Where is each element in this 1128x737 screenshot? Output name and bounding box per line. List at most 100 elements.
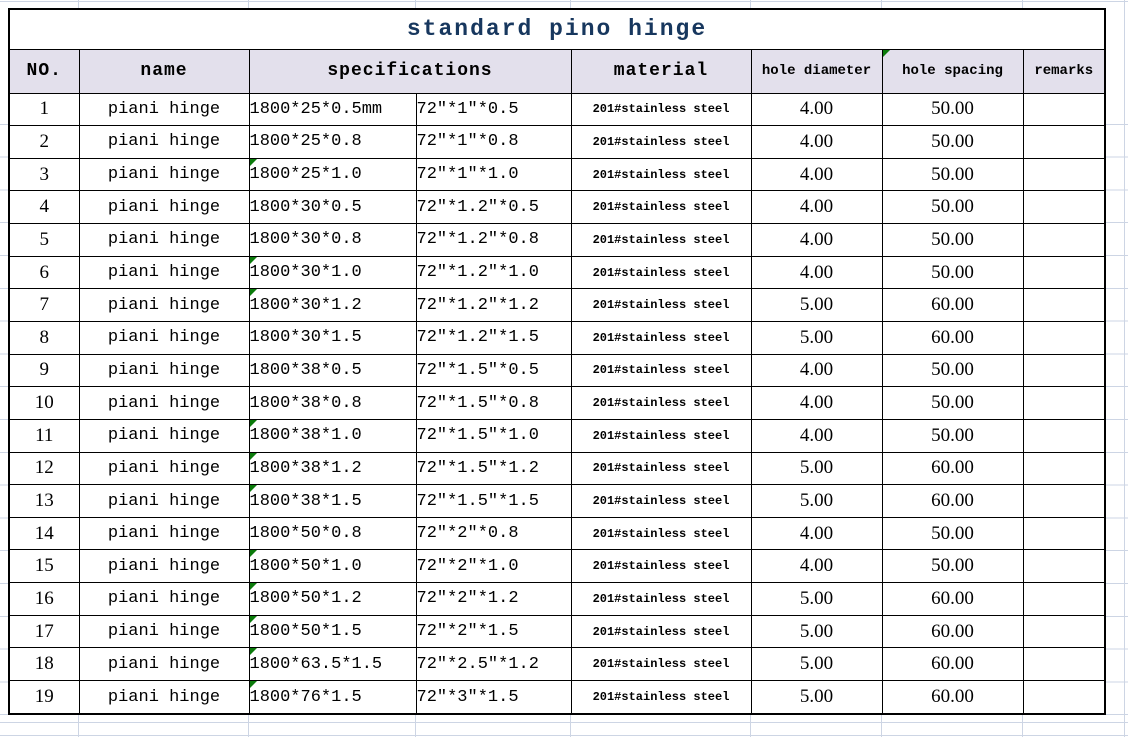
cell-hole-diameter[interactable]: 4.00: [750, 125, 883, 159]
cell-hole-spacing[interactable]: 50.00: [881, 190, 1024, 225]
cell-spec-imperial[interactable]: 72″*1″*1.0: [415, 157, 572, 192]
cell-name[interactable]: piani hinge: [78, 451, 250, 486]
cell-spec-imperial[interactable]: 72″*2″*1.2: [415, 582, 572, 616]
cell-material[interactable]: 201#stainless steel: [570, 223, 752, 257]
cell-remarks[interactable]: [1022, 516, 1106, 551]
cell-spec-metric[interactable]: 1800*30*0.5: [248, 190, 417, 225]
cell-hole-spacing[interactable]: 60.00: [881, 614, 1024, 649]
cell-name[interactable]: piani hinge: [78, 353, 250, 388]
cell-spec-imperial[interactable]: 72″*1.5″*1.2: [415, 451, 572, 486]
cell-hole-spacing[interactable]: 60.00: [881, 582, 1024, 616]
cell-hole-spacing[interactable]: 50.00: [881, 223, 1024, 257]
cell-hole-spacing[interactable]: 50.00: [881, 549, 1024, 584]
cell-spec-metric[interactable]: 1800*38*1.0: [248, 418, 417, 453]
cell-hole-spacing[interactable]: 60.00: [881, 320, 1024, 355]
cell-spec-imperial[interactable]: 72″*1.5″*0.8: [415, 386, 572, 420]
cell-no[interactable]: 15: [8, 549, 80, 584]
cell-hole-spacing[interactable]: 50.00: [881, 255, 1024, 290]
cell-hole-spacing[interactable]: 60.00: [881, 484, 1024, 518]
cell-spec-metric[interactable]: 1800*38*1.5: [248, 484, 417, 518]
cell-name[interactable]: piani hinge: [78, 255, 250, 290]
cell-name[interactable]: piani hinge: [78, 320, 250, 355]
cell-spec-metric[interactable]: 1800*50*1.2: [248, 582, 417, 616]
cell-spec-metric[interactable]: 1800*50*1.5: [248, 614, 417, 649]
cell-remarks[interactable]: [1022, 125, 1106, 159]
cell-hole-diameter[interactable]: 4.00: [750, 92, 883, 127]
cell-remarks[interactable]: [1022, 484, 1106, 518]
header-remarks[interactable]: remarks: [1022, 48, 1106, 94]
cell-hole-diameter[interactable]: 4.00: [750, 549, 883, 584]
cell-hole-diameter[interactable]: 4.00: [750, 353, 883, 388]
cell-hole-diameter[interactable]: 4.00: [750, 516, 883, 551]
cell-material[interactable]: 201#stainless steel: [570, 451, 752, 486]
cell-spec-imperial[interactable]: 72″*1.2″*1.0: [415, 255, 572, 290]
cell-no[interactable]: 2: [8, 125, 80, 159]
cell-material[interactable]: 201#stainless steel: [570, 516, 752, 551]
cell-material[interactable]: 201#stainless steel: [570, 418, 752, 453]
cell-hole-diameter[interactable]: 5.00: [750, 582, 883, 616]
cell-name[interactable]: piani hinge: [78, 680, 250, 715]
cell-material[interactable]: 201#stainless steel: [570, 647, 752, 682]
cell-hole-spacing[interactable]: 50.00: [881, 418, 1024, 453]
cell-hole-diameter[interactable]: 5.00: [750, 680, 883, 715]
cell-no[interactable]: 5: [8, 223, 80, 257]
cell-hole-diameter[interactable]: 5.00: [750, 647, 883, 682]
cell-spec-imperial[interactable]: 72″*3″*1.5: [415, 680, 572, 715]
cell-remarks[interactable]: [1022, 680, 1106, 715]
cell-spec-metric[interactable]: 1800*30*1.0: [248, 255, 417, 290]
cell-name[interactable]: piani hinge: [78, 386, 250, 420]
cell-hole-spacing[interactable]: 60.00: [881, 288, 1024, 322]
cell-material[interactable]: 201#stainless steel: [570, 353, 752, 388]
cell-name[interactable]: piani hinge: [78, 582, 250, 616]
cell-no[interactable]: 4: [8, 190, 80, 225]
cell-hole-spacing[interactable]: 60.00: [881, 647, 1024, 682]
cell-hole-diameter[interactable]: 4.00: [750, 223, 883, 257]
header-hole-diameter[interactable]: hole diameter: [750, 48, 883, 94]
cell-remarks[interactable]: [1022, 157, 1106, 192]
cell-material[interactable]: 201#stainless steel: [570, 190, 752, 225]
cell-name[interactable]: piani hinge: [78, 92, 250, 127]
cell-spec-imperial[interactable]: 72″*1″*0.5: [415, 92, 572, 127]
cell-spec-imperial[interactable]: 72″*2″*1.5: [415, 614, 572, 649]
cell-material[interactable]: 201#stainless steel: [570, 125, 752, 159]
cell-remarks[interactable]: [1022, 190, 1106, 225]
cell-remarks[interactable]: [1022, 320, 1106, 355]
cell-hole-spacing[interactable]: 50.00: [881, 516, 1024, 551]
cell-material[interactable]: 201#stainless steel: [570, 255, 752, 290]
cell-remarks[interactable]: [1022, 549, 1106, 584]
cell-spec-imperial[interactable]: 72″*1.2″*1.2: [415, 288, 572, 322]
cell-remarks[interactable]: [1022, 418, 1106, 453]
cell-spec-metric[interactable]: 1800*30*1.5: [248, 320, 417, 355]
table-title[interactable]: standard pino hinge: [8, 8, 1106, 50]
cell-name[interactable]: piani hinge: [78, 190, 250, 225]
cell-spec-imperial[interactable]: 72″*2.5″*1.2: [415, 647, 572, 682]
cell-name[interactable]: piani hinge: [78, 223, 250, 257]
cell-name[interactable]: piani hinge: [78, 516, 250, 551]
cell-no[interactable]: 1: [8, 92, 80, 127]
cell-spec-imperial[interactable]: 72″*1″*0.8: [415, 125, 572, 159]
cell-no[interactable]: 17: [8, 614, 80, 649]
cell-spec-metric[interactable]: 1800*38*0.5: [248, 353, 417, 388]
cell-remarks[interactable]: [1022, 255, 1106, 290]
cell-no[interactable]: 6: [8, 255, 80, 290]
cell-material[interactable]: 201#stainless steel: [570, 680, 752, 715]
header-material[interactable]: material: [570, 48, 752, 94]
cell-spec-imperial[interactable]: 72″*2″*1.0: [415, 549, 572, 584]
cell-hole-diameter[interactable]: 5.00: [750, 320, 883, 355]
cell-material[interactable]: 201#stainless steel: [570, 549, 752, 584]
cell-material[interactable]: 201#stainless steel: [570, 288, 752, 322]
cell-hole-spacing[interactable]: 60.00: [881, 680, 1024, 715]
cell-material[interactable]: 201#stainless steel: [570, 614, 752, 649]
cell-no[interactable]: 9: [8, 353, 80, 388]
cell-hole-spacing[interactable]: 50.00: [881, 386, 1024, 420]
cell-hole-spacing[interactable]: 60.00: [881, 451, 1024, 486]
cell-material[interactable]: 201#stainless steel: [570, 582, 752, 616]
cell-spec-metric[interactable]: 1800*38*0.8: [248, 386, 417, 420]
cell-name[interactable]: piani hinge: [78, 549, 250, 584]
cell-remarks[interactable]: [1022, 288, 1106, 322]
cell-spec-imperial[interactable]: 72″*1.2″*1.5: [415, 320, 572, 355]
cell-hole-diameter[interactable]: 5.00: [750, 614, 883, 649]
cell-spec-metric[interactable]: 1800*50*0.8: [248, 516, 417, 551]
header-hole-spacing[interactable]: hole spacing: [881, 48, 1024, 94]
cell-name[interactable]: piani hinge: [78, 614, 250, 649]
